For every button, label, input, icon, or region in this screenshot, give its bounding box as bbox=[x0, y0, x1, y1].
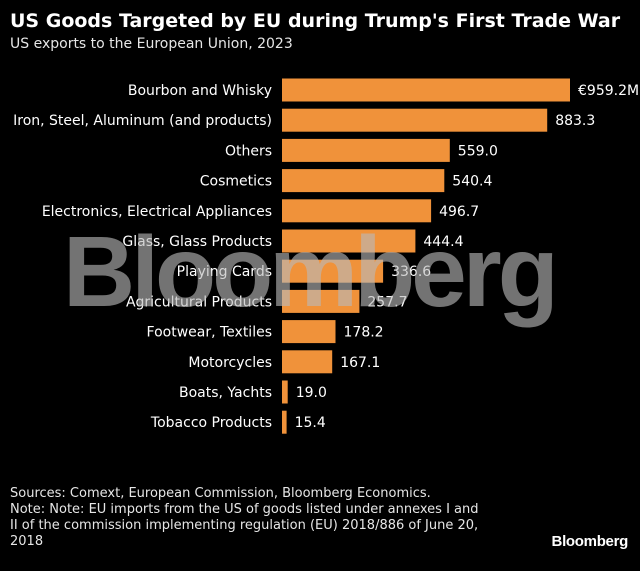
bloomberg-logo: Bloomberg bbox=[551, 533, 629, 550]
bar bbox=[282, 410, 287, 434]
category-label: Electronics, Electrical Appliances bbox=[42, 204, 272, 220]
value-label: 336.6 bbox=[391, 264, 431, 280]
value-label: €959.2M bbox=[578, 83, 639, 99]
value-label: 15.4 bbox=[295, 415, 326, 431]
category-label: Playing Cards bbox=[177, 264, 272, 280]
value-label: 444.4 bbox=[423, 234, 463, 250]
category-label: Glass, Glass Products bbox=[122, 234, 272, 250]
value-label: 559.0 bbox=[458, 143, 498, 159]
bar bbox=[282, 320, 336, 344]
bar bbox=[282, 138, 450, 162]
value-label: 257.7 bbox=[367, 294, 407, 310]
bar bbox=[282, 78, 570, 102]
category-label: Footwear, Textiles bbox=[147, 325, 272, 341]
bar bbox=[282, 199, 432, 223]
bar bbox=[282, 108, 548, 132]
chart-title: US Goods Targeted by EU during Trump's F… bbox=[10, 10, 621, 32]
bar bbox=[282, 229, 416, 253]
bar bbox=[282, 169, 445, 193]
value-label: 540.4 bbox=[452, 174, 492, 190]
category-label: Boats, Yachts bbox=[179, 385, 272, 401]
bar-chart: Bourbon and Whisky €959.2M Iron, Steel, Al… bbox=[13, 78, 639, 434]
category-label: Bourbon and Whisky bbox=[128, 83, 272, 99]
category-label: Tobacco Products bbox=[150, 415, 272, 431]
bar bbox=[282, 380, 288, 404]
category-label: Cosmetics bbox=[200, 174, 272, 190]
category-label: Others bbox=[225, 143, 272, 159]
bar bbox=[282, 350, 333, 374]
bar bbox=[282, 259, 384, 283]
value-label: 19.0 bbox=[296, 385, 327, 401]
value-label: 167.1 bbox=[340, 355, 380, 371]
footnote: Note: Note: EU imports from the US of go… bbox=[10, 502, 479, 549]
value-label: 883.3 bbox=[555, 113, 595, 129]
sources-note: Sources: Comext, European Commission, Bl… bbox=[10, 486, 431, 501]
category-label: Motorcycles bbox=[188, 355, 272, 371]
chart-subtitle: US exports to the European Union, 2023 bbox=[10, 36, 293, 52]
value-label: 496.7 bbox=[439, 204, 479, 220]
category-label: Agricultural Products bbox=[126, 294, 272, 310]
chart-footer: Sources: Comext, European Commission, Bl… bbox=[10, 486, 490, 550]
category-label: Iron, Steel, Aluminum (and products) bbox=[13, 113, 272, 129]
value-label: 178.2 bbox=[344, 325, 384, 341]
bar bbox=[282, 289, 360, 313]
